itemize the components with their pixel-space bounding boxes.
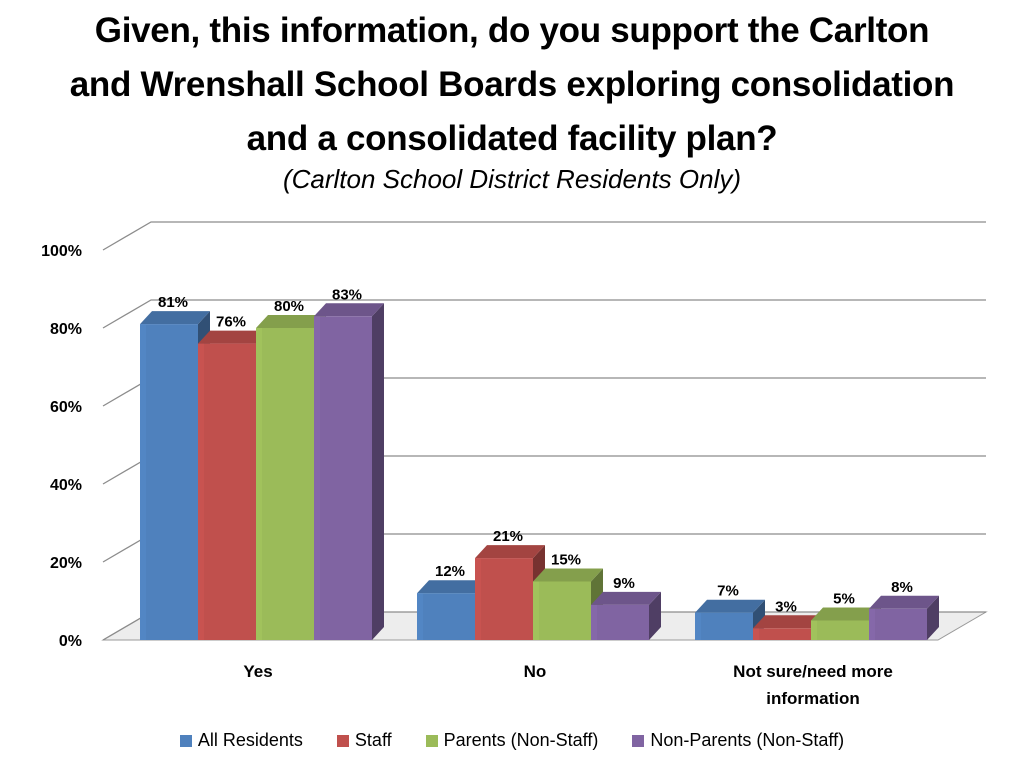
category-label: information (766, 689, 860, 708)
bar-front (533, 581, 591, 640)
bar-side (927, 595, 939, 640)
legend-label-parents: Parents (Non-Staff) (443, 730, 599, 750)
bar-front (695, 612, 753, 640)
data-label: 12% (435, 563, 465, 580)
bar (475, 545, 545, 640)
bar-front (417, 593, 475, 640)
chart-title: Given, this information, do you support … (0, 4, 1024, 166)
data-label: 3% (775, 598, 797, 615)
data-label: 80% (274, 298, 304, 315)
bar-chart: 0% 20% 40% 60% 80% 100% 81% 76% 80% 83% 12% 21% 15% 9… (41, 221, 988, 708)
y-tick-label: 100% (41, 243, 82, 260)
bar-front (140, 324, 198, 640)
bar-top (140, 311, 210, 325)
category-label: No (524, 662, 547, 681)
legend-swatch-parents (425, 734, 438, 747)
bar-highlight (695, 612, 701, 640)
bar-highlight (533, 581, 539, 640)
bar (869, 595, 939, 640)
data-label: 8% (891, 579, 913, 596)
data-label: 21% (493, 528, 523, 545)
y-tick-label: 0% (59, 633, 82, 650)
bar-side (372, 303, 384, 640)
category-label: Yes (243, 662, 272, 681)
data-label: 15% (551, 552, 581, 569)
bar-top (256, 315, 326, 328)
chart-title-line-3: and a consolidated facility plan? (246, 119, 778, 158)
bar-highlight (753, 628, 759, 640)
bar-highlight (140, 324, 146, 640)
bar-highlight (591, 604, 597, 640)
bar-highlight (417, 593, 423, 640)
bar-highlight (198, 343, 204, 640)
bar-top (695, 599, 765, 613)
legend-label-non-parents: Non-Parents (Non-Staff) (650, 730, 845, 750)
data-label: 81% (158, 294, 188, 311)
bar-front (591, 604, 649, 640)
bar-highlight (475, 558, 481, 640)
bar-top (591, 591, 661, 605)
data-label: 9% (613, 575, 635, 592)
legend-item-non-parents: Non-Parents (Non-Staff) (632, 730, 844, 751)
bar-top (417, 580, 487, 594)
data-label: 5% (833, 591, 855, 608)
bar (591, 591, 661, 640)
y-tick-label: 20% (50, 555, 82, 572)
data-label: 83% (332, 286, 362, 303)
bar-front (869, 608, 927, 640)
bar-highlight (256, 328, 262, 640)
bar-highlight (811, 620, 817, 640)
bar-front (314, 316, 372, 640)
bar-top (198, 330, 268, 344)
gridline (102, 221, 986, 251)
chart-subtitle: (Carlton School District Residents Only) (282, 164, 742, 194)
legend-swatch-staff (336, 734, 349, 747)
bar-top (753, 615, 823, 629)
legend-swatch-all-residents (179, 734, 192, 747)
bar-front (753, 628, 811, 640)
bar-front (475, 558, 533, 640)
bar (314, 303, 384, 640)
bar-top (533, 568, 603, 582)
legend-item-parents: Parents (Non-Staff) (425, 730, 599, 751)
legend-item-all-residents: All Residents (179, 730, 303, 751)
bar-top (811, 607, 881, 621)
chart-title-line-2: and Wrenshall School Boards exploring co… (69, 65, 955, 104)
bar-highlight (314, 316, 320, 640)
bar-top (869, 595, 939, 609)
legend-label-staff: Staff (354, 730, 392, 750)
bar (140, 311, 210, 640)
category-label: Not sure/need more (733, 662, 893, 681)
legend-item-staff: Staff (336, 730, 392, 751)
y-tick-label: 60% (50, 399, 82, 416)
legend-swatch-non-parents (632, 734, 645, 747)
y-tick-label: 40% (50, 477, 82, 494)
data-label: 7% (717, 583, 739, 600)
bar-highlight (869, 608, 875, 640)
bar-front (811, 620, 869, 640)
gridline (102, 299, 986, 329)
legend: All Residents Staff Parents (Non-Staff) … (0, 730, 1024, 751)
bar-front (198, 343, 256, 640)
bar-front (256, 328, 314, 640)
bar-top (475, 545, 545, 559)
y-tick-label: 80% (50, 321, 82, 338)
bar-side (649, 591, 661, 640)
chart-title-line-1: Given, this information, do you support … (94, 11, 930, 50)
legend-label-all-residents: All Residents (197, 730, 303, 750)
data-label: 76% (216, 314, 246, 331)
bar-top (314, 303, 384, 317)
